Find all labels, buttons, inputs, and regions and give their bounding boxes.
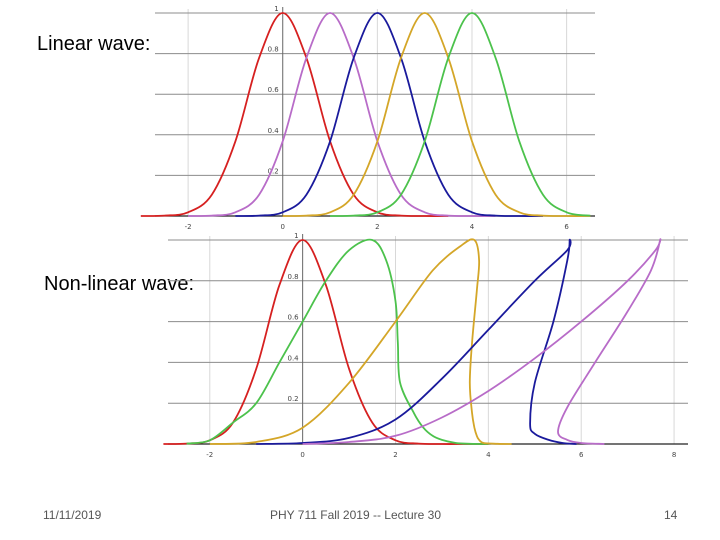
y-tick-label: 0.2 (268, 167, 279, 175)
linear-wave-label: Linear wave: (37, 33, 151, 55)
x-tick-label: 8 (672, 451, 676, 459)
wave-curve-4 (282, 12, 591, 217)
x-tick-label: -2 (206, 451, 213, 459)
x-tick-label: 0 (281, 223, 285, 231)
x-tick-label: 4 (470, 223, 475, 231)
x-tick-label: 2 (375, 223, 379, 231)
y-tick-label: 1 (294, 232, 298, 240)
wave-curve-2 (186, 238, 489, 445)
wave-curve-5 (302, 238, 662, 445)
x-tick-label: 4 (486, 451, 491, 459)
x-tick-label: -2 (185, 223, 192, 231)
footer-date: 11/11/2019 (43, 508, 102, 522)
y-tick-label: 0.6 (268, 86, 280, 94)
wave-curve-1 (140, 12, 449, 217)
wave-curve-3 (209, 238, 512, 445)
x-tick-label: 6 (564, 223, 569, 231)
y-tick-label: 1 (274, 5, 278, 13)
wave-curve-5 (330, 12, 591, 217)
y-tick-label: 0.8 (268, 46, 279, 54)
wave-curve-3 (235, 12, 544, 217)
y-tick-label: 0.6 (288, 314, 300, 322)
wave-curve-4 (256, 238, 577, 445)
x-tick-label: 6 (579, 451, 584, 459)
x-tick-label: 0 (300, 451, 304, 459)
y-tick-label: 0.4 (268, 127, 280, 135)
wave-curve-1 (163, 239, 489, 445)
y-tick-label: 0.2 (288, 395, 299, 403)
footer-title: PHY 711 Fall 2019 -- Lecture 30 (270, 508, 441, 522)
wave-curve-2 (188, 12, 496, 217)
nonlinear-wave-label: Non-linear wave: (44, 273, 195, 295)
y-tick-label: 0.8 (288, 273, 299, 281)
y-tick-label: 0.4 (288, 354, 300, 362)
x-tick-label: 2 (393, 451, 397, 459)
footer-page-number: 14 (664, 508, 678, 522)
